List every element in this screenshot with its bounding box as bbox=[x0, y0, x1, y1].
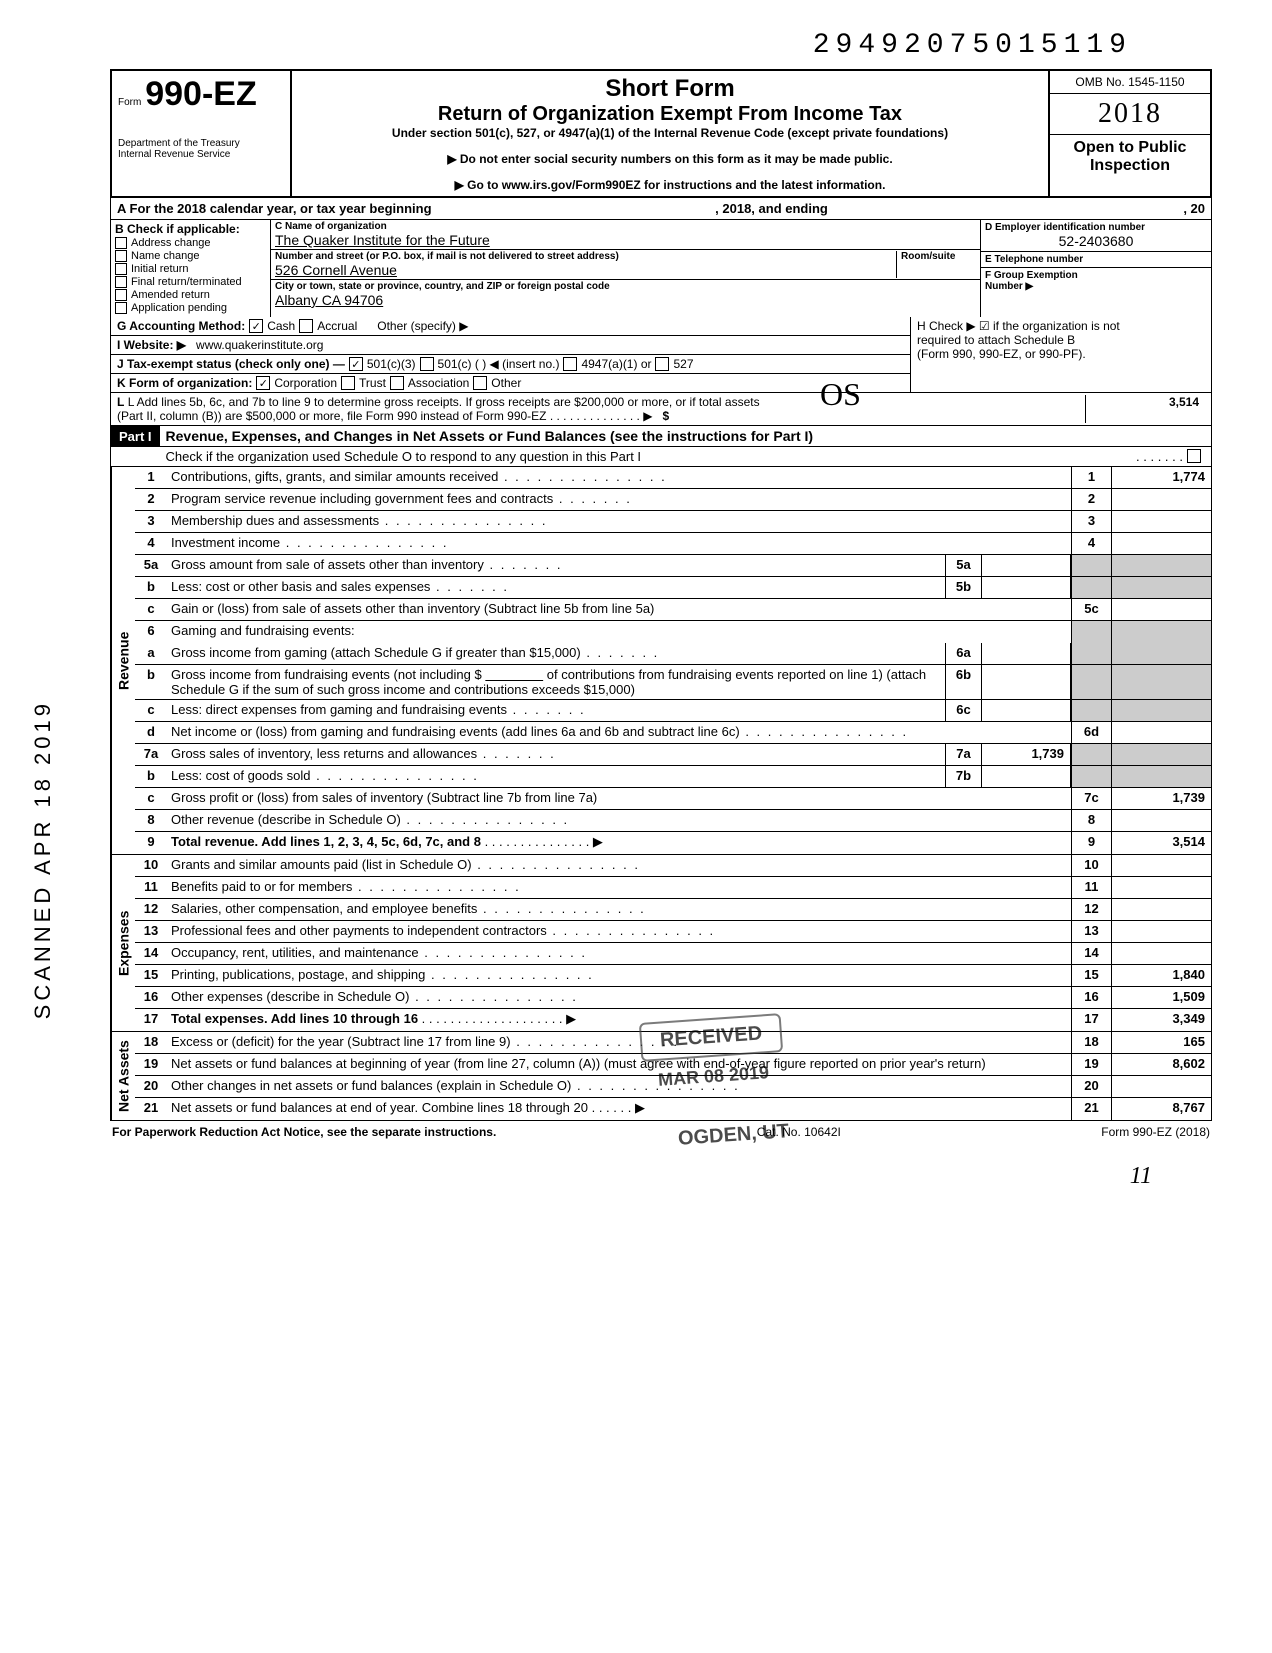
line-21: Net assets or fund balances at end of ye… bbox=[167, 1098, 1071, 1120]
subtitle: Under section 501(c), 527, or 4947(a)(1)… bbox=[300, 126, 1040, 140]
line-7a: Gross sales of inventory, less returns a… bbox=[167, 744, 945, 765]
form-number: 990-EZ bbox=[145, 75, 257, 113]
line-7c: Gross profit or (loss) from sales of inv… bbox=[167, 788, 1071, 809]
expenses-label: Expenses bbox=[111, 855, 135, 1031]
chk-assoc[interactable] bbox=[390, 376, 404, 390]
chk-address-change[interactable] bbox=[115, 237, 127, 249]
line-6: Gaming and fundraising events: bbox=[167, 621, 1071, 643]
chk-corp[interactable] bbox=[256, 376, 270, 390]
ein-label: D Employer identification number bbox=[985, 222, 1207, 233]
row-l-text2: (Part II, column (B)) are $500,000 or mo… bbox=[117, 409, 547, 423]
line-4: Investment income bbox=[167, 533, 1071, 554]
chk-501c3[interactable] bbox=[349, 357, 363, 371]
chk-501c[interactable] bbox=[420, 357, 434, 371]
col-b-header: B Check if applicable: bbox=[115, 222, 266, 236]
instruction-url: ▶ Go to www.irs.gov/Form990EZ for instru… bbox=[300, 178, 1040, 192]
chk-final-return[interactable] bbox=[115, 276, 127, 288]
line-8: Other revenue (describe in Schedule O) bbox=[167, 810, 1071, 831]
line-6b: Gross income from fundraising events (no… bbox=[167, 665, 945, 699]
open-to-public: Open to Public bbox=[1054, 139, 1206, 157]
dept-treasury: Department of the Treasury bbox=[118, 138, 284, 149]
chk-accrual[interactable] bbox=[299, 319, 313, 333]
line-15: Printing, publications, postage, and shi… bbox=[167, 965, 1071, 986]
form-label: Form bbox=[118, 97, 141, 108]
omb-number: OMB No. 1545-1150 bbox=[1050, 71, 1210, 94]
line-3: Membership dues and assessments bbox=[167, 511, 1071, 532]
line-11: Benefits paid to or for members bbox=[167, 877, 1071, 898]
line-17: Total expenses. Add lines 10 through 16 … bbox=[167, 1009, 1071, 1031]
dept-irs: Internal Revenue Service bbox=[118, 149, 284, 160]
row-i-label: I Website: ▶ bbox=[117, 338, 186, 352]
line-16: Other expenses (describe in Schedule O) bbox=[167, 987, 1071, 1008]
tel-label: E Telephone number bbox=[985, 254, 1207, 265]
row-g-label: G Accounting Method: bbox=[117, 319, 245, 333]
city-value: Albany CA 94706 bbox=[275, 292, 976, 308]
footer-left: For Paperwork Reduction Act Notice, see … bbox=[112, 1125, 496, 1139]
line-6d: Net income or (loss) from gaming and fun… bbox=[167, 722, 1071, 743]
revenue-label: Revenue bbox=[111, 467, 135, 854]
line-5a: Gross amount from sale of assets other t… bbox=[167, 555, 945, 576]
room-label: Room/suite bbox=[901, 251, 976, 262]
street-label: Number and street (or P.O. box, if mail … bbox=[275, 251, 896, 262]
chk-initial-return[interactable] bbox=[115, 263, 127, 275]
chk-other-org[interactable] bbox=[473, 376, 487, 390]
website: www.quakerinstitute.org bbox=[196, 338, 323, 352]
scanned-stamp: SCANNED APR 18 2019 bbox=[30, 700, 56, 1019]
row-a: A For the 2018 calendar year, or tax yea… bbox=[110, 198, 1212, 220]
line-2: Program service revenue including govern… bbox=[167, 489, 1071, 510]
short-form-title: Short Form bbox=[300, 75, 1040, 103]
line-19: Net assets or fund balances at beginning… bbox=[167, 1054, 1071, 1075]
row-j-label: J Tax-exempt status (check only one) — bbox=[117, 357, 345, 371]
chk-4947[interactable] bbox=[563, 357, 577, 371]
footer-form: Form 990-EZ (2018) bbox=[1101, 1125, 1210, 1139]
group-exemption-label: F Group ExemptionNumber ▶ bbox=[985, 270, 1207, 292]
line-1: Contributions, gifts, grants, and simila… bbox=[167, 467, 1071, 488]
page-number: 11 bbox=[110, 1163, 1212, 1190]
entity-block: B Check if applicable: Address change Na… bbox=[110, 220, 1212, 317]
line-10: Grants and similar amounts paid (list in… bbox=[167, 855, 1071, 876]
line-20: Other changes in net assets or fund bala… bbox=[167, 1076, 1071, 1097]
street-value: 526 Cornell Avenue bbox=[275, 262, 896, 278]
line-6a: Gross income from gaming (attach Schedul… bbox=[167, 643, 945, 664]
line-5b: Less: cost or other basis and sales expe… bbox=[167, 577, 945, 598]
line-13: Professional fees and other payments to … bbox=[167, 921, 1071, 942]
part1-check-o: Check if the organization used Schedule … bbox=[166, 449, 1137, 464]
ein-value: 52-2403680 bbox=[985, 233, 1207, 249]
chk-schedule-o[interactable] bbox=[1187, 449, 1201, 463]
org-name: The Quaker Institute for the Future bbox=[275, 232, 976, 248]
chk-amended[interactable] bbox=[115, 289, 127, 301]
part1-title: Revenue, Expenses, and Changes in Net As… bbox=[160, 426, 1211, 446]
row-h: H Check ▶ ☑ if the organization is not r… bbox=[911, 317, 1211, 392]
chk-name-change[interactable] bbox=[115, 250, 127, 262]
part1-label: Part I bbox=[111, 426, 160, 447]
chk-527[interactable] bbox=[655, 357, 669, 371]
line-14: Occupancy, rent, utilities, and maintena… bbox=[167, 943, 1071, 964]
initials: OS bbox=[820, 376, 861, 413]
line-12: Salaries, other compensation, and employ… bbox=[167, 899, 1071, 920]
line-9: Total revenue. Add lines 1, 2, 3, 4, 5c,… bbox=[167, 832, 1071, 854]
document-number: 29492075015119 bbox=[110, 30, 1212, 61]
tax-year: 2018 bbox=[1050, 94, 1210, 135]
net-assets-label: Net Assets bbox=[111, 1032, 135, 1120]
chk-app-pending[interactable] bbox=[115, 302, 127, 314]
chk-cash[interactable] bbox=[249, 319, 263, 333]
instruction-ssn: ▶ Do not enter social security numbers o… bbox=[300, 152, 1040, 166]
row-k-label: K Form of organization: bbox=[117, 376, 252, 390]
main-title: Return of Organization Exempt From Incom… bbox=[300, 103, 1040, 126]
line-5c: Gain or (loss) from sale of assets other… bbox=[167, 599, 1071, 620]
chk-trust[interactable] bbox=[341, 376, 355, 390]
city-label: City or town, state or province, country… bbox=[275, 281, 976, 292]
footer-cat: Cat. No. 10642I bbox=[757, 1125, 841, 1139]
gross-receipts: 3,514 bbox=[1085, 395, 1205, 423]
line-7b: Less: cost of goods sold bbox=[167, 766, 945, 787]
row-l-text1: L Add lines 5b, 6c, and 7b to line 9 to … bbox=[128, 395, 760, 409]
line-6c: Less: direct expenses from gaming and fu… bbox=[167, 700, 945, 721]
inspection: Inspection bbox=[1054, 157, 1206, 175]
org-name-label: C Name of organization bbox=[275, 221, 976, 232]
line-18: Excess or (deficit) for the year (Subtra… bbox=[167, 1032, 1071, 1053]
form-header: Form 990-EZ Department of the Treasury I… bbox=[110, 69, 1212, 198]
